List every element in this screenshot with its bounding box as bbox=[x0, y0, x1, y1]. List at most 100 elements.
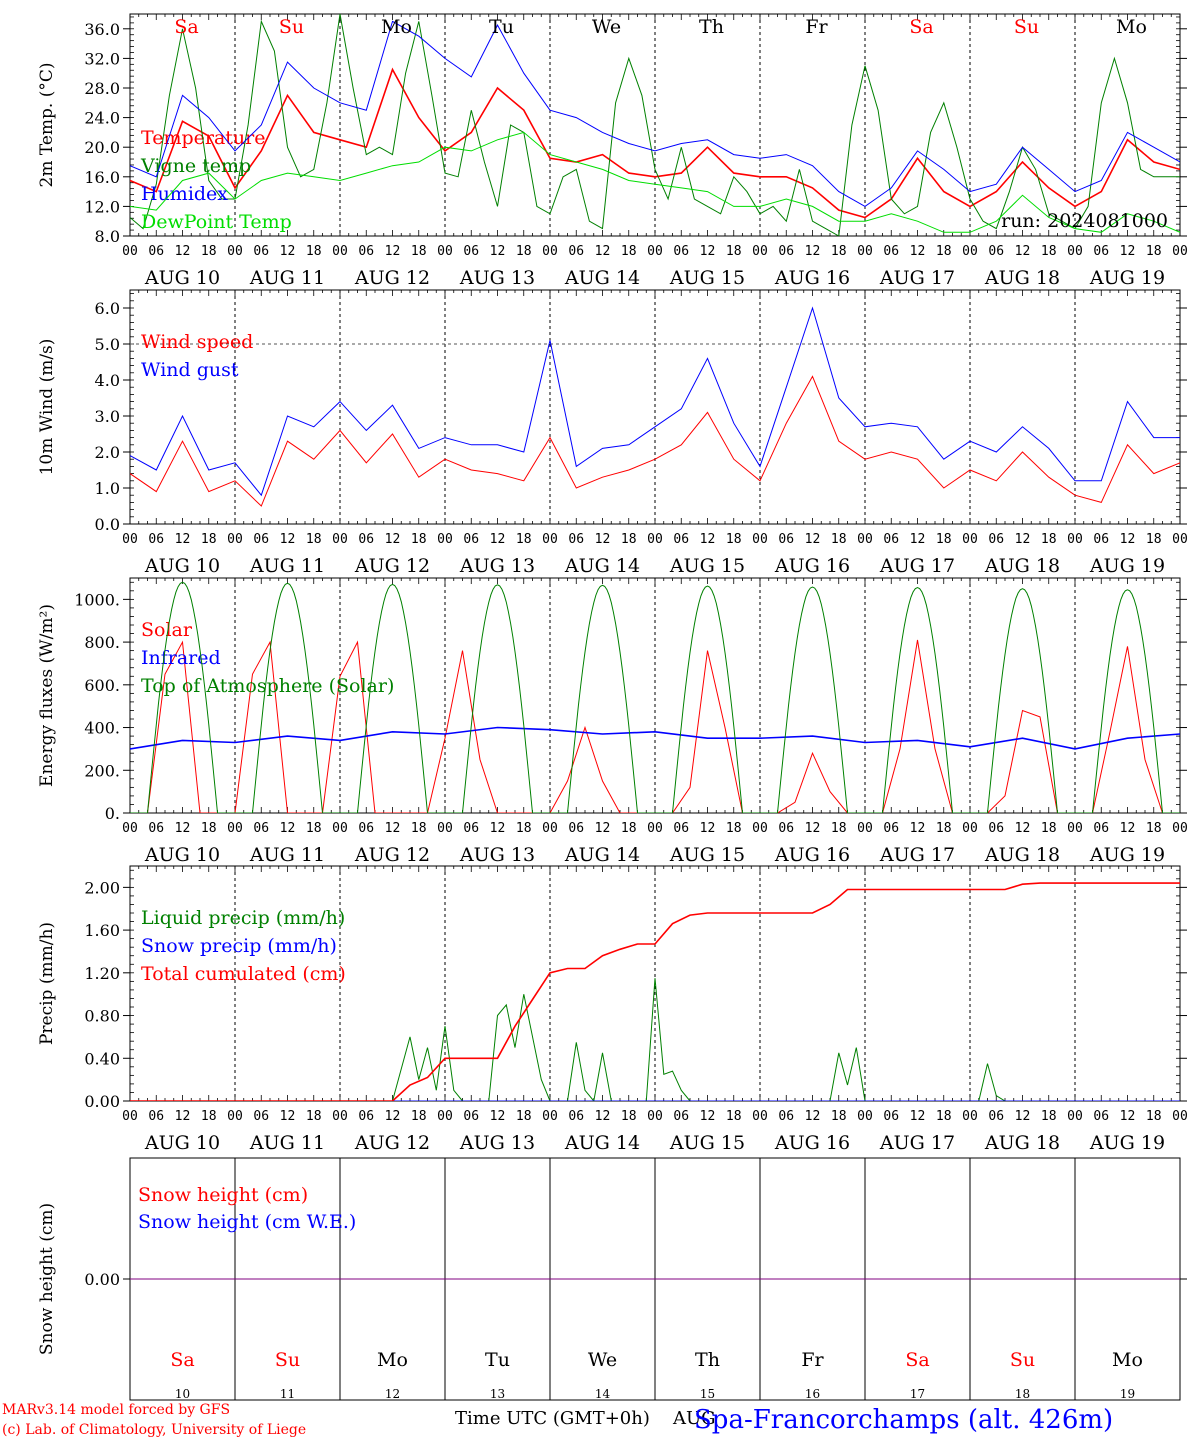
hour-label: 06 bbox=[358, 532, 374, 547]
date-label: AUG 14 bbox=[564, 1132, 640, 1154]
hour-label: 12 bbox=[1015, 532, 1031, 547]
hour-label: 00 bbox=[1067, 244, 1083, 259]
credit-line-1: MARv3.14 model forced by GFS bbox=[2, 1402, 230, 1418]
hour-label: 00 bbox=[332, 821, 348, 836]
hour-label: 12 bbox=[280, 244, 296, 259]
hour-label: 18 bbox=[831, 821, 847, 836]
date-label: AUG 13 bbox=[459, 555, 535, 577]
date-label: AUG 16 bbox=[774, 267, 850, 289]
y-tick-label: 0.0 bbox=[95, 515, 120, 534]
date-label: AUG 15 bbox=[669, 555, 745, 577]
date-label: AUG 10 bbox=[144, 844, 220, 866]
hour-label: 18 bbox=[306, 1109, 322, 1124]
hour-label: 06 bbox=[358, 244, 374, 259]
y-axis-label: 10m Wind (m/s) bbox=[37, 339, 57, 476]
date-label: AUG 11 bbox=[249, 555, 325, 577]
hour-label: 18 bbox=[201, 244, 217, 259]
date-label: AUG 15 bbox=[669, 1132, 745, 1154]
day-number: 19 bbox=[1120, 1387, 1135, 1401]
y-tick-label: 0.40 bbox=[84, 1049, 120, 1068]
hour-label: 00 bbox=[647, 244, 663, 259]
date-label: AUG 11 bbox=[249, 844, 325, 866]
hour-label: 18 bbox=[1146, 532, 1162, 547]
date-label: AUG 13 bbox=[459, 1132, 535, 1154]
day-number: 14 bbox=[595, 1387, 611, 1401]
hour-label: 18 bbox=[726, 532, 742, 547]
date-label: AUG 12 bbox=[354, 267, 430, 289]
hour-label: 12 bbox=[595, 532, 611, 547]
hour-label: 00 bbox=[332, 244, 348, 259]
hour-label: 06 bbox=[463, 532, 479, 547]
y-tick-label: 200. bbox=[84, 761, 120, 780]
hour-label: 12 bbox=[910, 244, 926, 259]
hour-label: 18 bbox=[516, 532, 532, 547]
hour-label: 12 bbox=[1015, 1109, 1031, 1124]
day-number: 12 bbox=[385, 1387, 400, 1401]
day-number: 13 bbox=[490, 1387, 505, 1401]
hour-label: 00 bbox=[752, 821, 768, 836]
station-label: Spa-Francorchamps (alt. 426m) bbox=[694, 1405, 1113, 1435]
series-line-wind-gust bbox=[130, 306, 1180, 497]
panel-5: 0.00 Snow height (cm) Snow height (cm) Snow… bbox=[37, 1157, 1187, 1401]
hour-label: 06 bbox=[568, 1109, 584, 1124]
hour-label: 06 bbox=[673, 532, 689, 547]
hour-label: 00 bbox=[542, 532, 558, 547]
hour-label: 00 bbox=[752, 1109, 768, 1124]
hour-label: 18 bbox=[516, 1109, 532, 1124]
hour-label: 18 bbox=[621, 532, 637, 547]
hour-label: 18 bbox=[306, 532, 322, 547]
day-abbr: Su bbox=[275, 1349, 300, 1371]
xaxis-unit: AUG bbox=[672, 1408, 716, 1429]
hour-label: 12 bbox=[805, 244, 821, 259]
day-abbr: We bbox=[588, 1349, 617, 1371]
y-tick-label: 28.0 bbox=[84, 79, 120, 98]
hour-label: 00 bbox=[227, 821, 243, 836]
hour-label: 12 bbox=[385, 244, 401, 259]
date-label: AUG 19 bbox=[1089, 844, 1165, 866]
hour-label: 12 bbox=[280, 821, 296, 836]
y-tick-label: 16.0 bbox=[84, 168, 120, 187]
hour-label: 12 bbox=[1015, 244, 1031, 259]
legend-entry: Snow precip (mm/h) bbox=[141, 935, 337, 957]
hour-label: 12 bbox=[175, 244, 191, 259]
hour-label: 00 bbox=[437, 1109, 453, 1124]
hour-label: 00 bbox=[962, 532, 978, 547]
hour-label: 06 bbox=[988, 821, 1004, 836]
y-tick-label: 4.0 bbox=[95, 371, 120, 390]
hour-label: 06 bbox=[673, 244, 689, 259]
hour-label: 12 bbox=[910, 821, 926, 836]
hour-label: 06 bbox=[1093, 532, 1109, 547]
date-label: AUG 16 bbox=[774, 844, 850, 866]
legend-entry: Snow height (cm W.E.) bbox=[138, 1211, 356, 1233]
y-axis-label: 2m Temp. (°C) bbox=[37, 62, 57, 187]
hour-label: 00 bbox=[122, 821, 138, 836]
day-abbr: Sa bbox=[170, 1349, 194, 1371]
hour-label: 00 bbox=[962, 244, 978, 259]
hour-label: 00 bbox=[857, 1109, 873, 1124]
date-label: AUG 12 bbox=[354, 844, 430, 866]
hour-label: 18 bbox=[831, 244, 847, 259]
hour-label: 00 bbox=[437, 821, 453, 836]
date-label: AUG 12 bbox=[354, 1132, 430, 1154]
hour-label: 00 bbox=[1172, 244, 1188, 259]
hour-label: 18 bbox=[1146, 821, 1162, 836]
hour-label: 06 bbox=[988, 244, 1004, 259]
legend-entry: Wind gust bbox=[141, 359, 239, 381]
hour-label: 00 bbox=[962, 1109, 978, 1124]
day-number: 16 bbox=[805, 1387, 820, 1401]
hour-label: 18 bbox=[621, 1109, 637, 1124]
panel-3: 0. 200. 400. 600. 800. 1000. Energy fluxes (W/… bbox=[37, 577, 1188, 866]
hour-label: 00 bbox=[122, 1109, 138, 1124]
legend-entry: Wind speed bbox=[141, 331, 253, 353]
date-label: AUG 14 bbox=[564, 844, 640, 866]
hour-label: 18 bbox=[411, 821, 427, 836]
series-line-total-cumulated-cm- bbox=[130, 882, 1180, 1101]
day-number: 18 bbox=[1015, 1387, 1030, 1401]
hour-label: 18 bbox=[726, 821, 742, 836]
y-tick-label: 20.0 bbox=[84, 138, 120, 157]
hour-label: 12 bbox=[595, 244, 611, 259]
hour-label: 06 bbox=[463, 1109, 479, 1124]
hour-label: 00 bbox=[752, 532, 768, 547]
run-label: run: 2024081000 bbox=[1001, 210, 1168, 232]
hour-label: 18 bbox=[831, 1109, 847, 1124]
